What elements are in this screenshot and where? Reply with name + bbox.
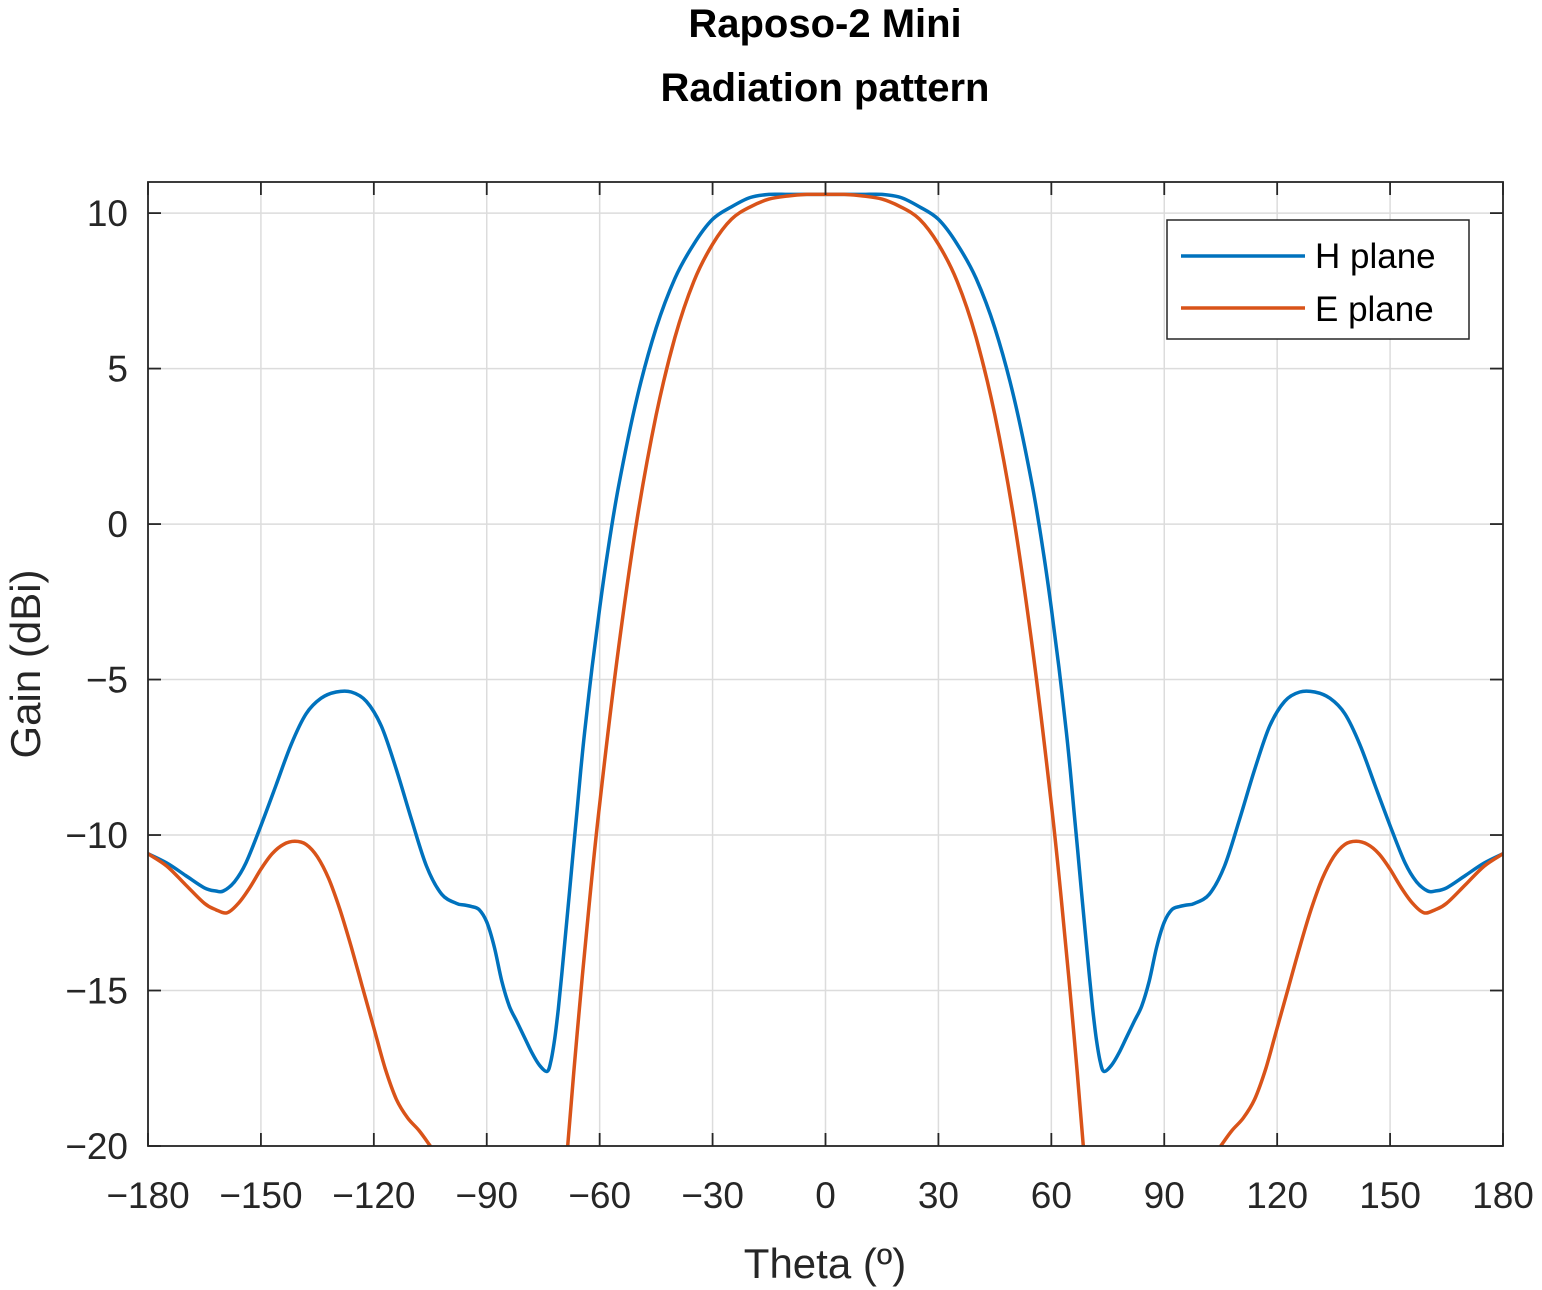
- y-tick-label: 0: [107, 504, 128, 545]
- axis-ticks: [147, 182, 1504, 1147]
- chart-title-line-2: Radiation pattern: [661, 66, 990, 110]
- x-tick-label: 120: [1246, 1175, 1308, 1216]
- x-tick-label: −90: [455, 1175, 518, 1216]
- series-line-e-plane: [148, 839, 433, 1146]
- x-tick-label: 180: [1472, 1175, 1534, 1216]
- x-tick-labels: −180 −150 −120 −90 −60 −30 0 30 60 90 120 150 180: [106, 1175, 1534, 1216]
- y-tick-label: −20: [65, 1126, 128, 1167]
- x-tick-label: 150: [1359, 1175, 1421, 1216]
- y-tick-labels: 10 5 0 −5 −10 −15 −20: [65, 193, 128, 1167]
- x-axis-label: Theta (º): [744, 1240, 906, 1287]
- x-tick-label: −150: [219, 1175, 302, 1216]
- y-tick-label: 10: [87, 193, 128, 234]
- x-tick-label: 0: [815, 1175, 836, 1216]
- chart-title-line-1: Raposo-2 Mini: [688, 2, 961, 46]
- y-tick-label: −15: [65, 971, 128, 1012]
- legend-label-h-plane: H plane: [1315, 237, 1436, 276]
- y-axis-label: Gain (dBi): [2, 569, 49, 758]
- legend-box: [1166, 219, 1470, 340]
- y-tick-label: −10: [65, 815, 128, 856]
- series-line-e-plane: [1218, 839, 1503, 1146]
- x-tick-label: 90: [1144, 1175, 1185, 1216]
- legend: H plane E plane: [1166, 219, 1470, 340]
- x-tick-label: −180: [106, 1175, 189, 1216]
- x-tick-label: 60: [1031, 1175, 1072, 1216]
- x-tick-label: 30: [918, 1175, 959, 1216]
- y-tick-label: 5: [107, 349, 128, 390]
- x-tick-label: −30: [681, 1175, 744, 1216]
- x-tick-label: −120: [332, 1175, 415, 1216]
- x-tick-label: −60: [568, 1175, 631, 1216]
- legend-label-e-plane: E plane: [1315, 290, 1434, 329]
- y-tick-label: −5: [86, 660, 128, 701]
